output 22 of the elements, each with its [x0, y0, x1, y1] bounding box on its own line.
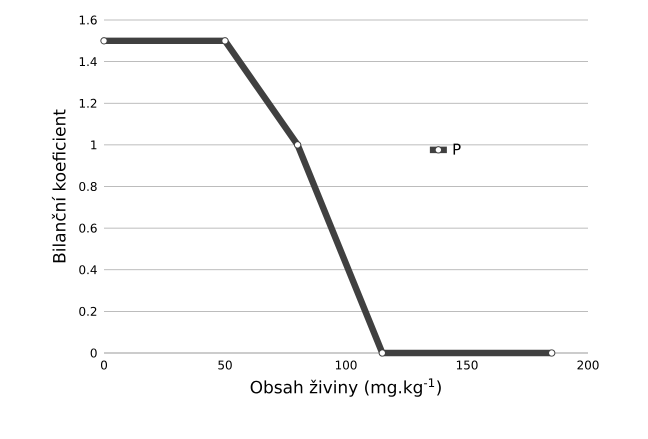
y-tick-label: 1.2	[80, 98, 96, 108]
y-tick-label: 0.4	[79, 265, 97, 274]
x-tick-label: 50	[218, 360, 232, 370]
point	[100, 37, 108, 44]
x-tick-label: 150	[456, 360, 478, 370]
y-tick-label: 0.8	[79, 182, 97, 192]
x-axis-title: Obsah živiny (mg.kg$^{-1}$)	[250, 378, 441, 397]
x-tick-label: 100	[336, 360, 357, 370]
y-axis-title: Bilanční koeficient	[52, 109, 66, 262]
y-tick-label: 0.6	[79, 224, 97, 233]
x-tick-label: 200	[577, 360, 599, 370]
point	[294, 141, 302, 149]
y-tick-label: 1.4	[80, 57, 97, 66]
y-tick-label: 0.2	[79, 306, 96, 316]
y-tick-label: 0	[90, 348, 97, 358]
y-tick-label: 1	[91, 140, 96, 150]
point	[378, 349, 386, 357]
x-tick-label: 0	[100, 360, 108, 370]
legend-label: P	[454, 144, 461, 155]
point	[548, 349, 556, 357]
point	[221, 37, 229, 44]
y-tick-label: 1.6	[80, 15, 97, 25]
